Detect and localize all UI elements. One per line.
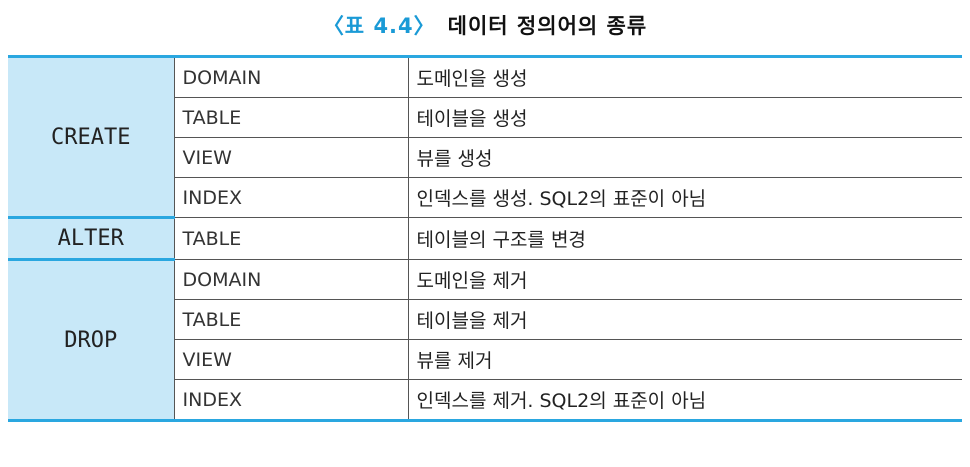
description-cell: 뷰를 생성 bbox=[408, 137, 962, 178]
description-cell: 도메인을 제거 bbox=[408, 259, 962, 300]
table-row: INDEX 인덱스를 제거. SQL2의 표준이 아님 bbox=[8, 379, 962, 419]
object-cell: INDEX bbox=[174, 379, 409, 419]
description-cell: 인덱스를 생성. SQL2의 표준이 아님 bbox=[408, 177, 962, 218]
object-cell: VIEW bbox=[174, 339, 409, 380]
caption-title: 데이터 정의어의 종류 bbox=[447, 14, 648, 38]
object-cell: TABLE bbox=[174, 97, 409, 138]
ddl-table-wrapper: CREATE DOMAIN 도메인을 생성 TABLE 테이블을 생성 VIEW… bbox=[8, 55, 962, 422]
table-row: ALTER TABLE 테이블의 구조를 변경 bbox=[8, 217, 962, 261]
table-row: VIEW 뷰를 제거 bbox=[8, 339, 962, 380]
table-row: TABLE 테이블을 생성 bbox=[8, 97, 962, 138]
description-cell: 인덱스를 제거. SQL2의 표준이 아님 bbox=[416, 390, 707, 412]
description-cell: 테이블을 생성 bbox=[408, 97, 962, 138]
caption-label: 〈표 4.4〉 bbox=[322, 14, 436, 38]
object-cell: VIEW bbox=[174, 137, 409, 178]
table-row: TABLE 테이블을 제거 bbox=[8, 299, 962, 340]
table-row: CREATE DOMAIN 도메인을 생성 bbox=[8, 58, 962, 219]
table-caption: 〈표 4.4〉 데이터 정의어의 종류 bbox=[0, 0, 970, 50]
ddl-table: CREATE DOMAIN 도메인을 생성 TABLE 테이블을 생성 VIEW… bbox=[8, 58, 962, 419]
command-cell-create: CREATE bbox=[8, 58, 175, 219]
command-cell-alter: ALTER bbox=[8, 217, 175, 261]
description-cell: 테이블을 제거 bbox=[408, 299, 962, 340]
description-cell: 도메인을 생성 bbox=[408, 58, 962, 98]
object-cell: DOMAIN bbox=[174, 58, 409, 98]
description-cell: 테이블의 구조를 변경 bbox=[408, 217, 962, 260]
object-cell: TABLE bbox=[174, 217, 409, 260]
description-cell: 뷰를 제거 bbox=[408, 339, 962, 380]
command-cell-drop: DROP bbox=[8, 259, 175, 419]
object-cell: DOMAIN bbox=[174, 259, 409, 300]
table-row: VIEW 뷰를 생성 bbox=[8, 137, 962, 178]
object-cell: TABLE bbox=[174, 299, 409, 340]
table-row: INDEX 인덱스를 생성. SQL2의 표준이 아님 bbox=[8, 177, 962, 218]
object-cell: INDEX bbox=[174, 177, 409, 218]
table-row: DROP DOMAIN 도메인을 제거 bbox=[8, 259, 962, 419]
